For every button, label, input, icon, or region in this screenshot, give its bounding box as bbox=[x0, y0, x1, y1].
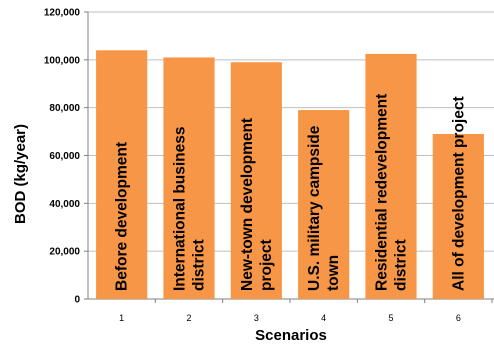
bar-scenario-2 bbox=[163, 57, 215, 299]
bar-label-scenario-2: district bbox=[191, 239, 208, 291]
bar-label-scenario-4: U.S. military campside bbox=[306, 125, 323, 291]
x-tick-label: 1 bbox=[119, 313, 124, 323]
y-tick-label: 60,000 bbox=[49, 151, 80, 162]
bar-label-scenario-6: All of development project bbox=[450, 96, 467, 291]
x-tick-labels: 1 2 3 4 5 6 bbox=[119, 313, 461, 323]
bar-label-scenario-5: district bbox=[393, 239, 410, 291]
bar-scenario-3 bbox=[230, 62, 282, 299]
bar-scenario-5 bbox=[365, 53, 417, 299]
bar-scenario-4 bbox=[298, 110, 350, 299]
y-axis-title: BOD (kg/year) bbox=[12, 124, 29, 224]
bar-label-scenario-2: International business bbox=[172, 126, 189, 291]
y-tick-labels: 0 20,000 40,000 60,000 80,000 100,000 120,000 bbox=[44, 8, 81, 306]
bars bbox=[96, 50, 484, 300]
y-tick-label: 20,000 bbox=[49, 247, 80, 258]
bar-labels: Before development International business… bbox=[114, 94, 468, 291]
bar-label-scenario-4: town bbox=[325, 255, 342, 291]
x-tick-label: 4 bbox=[321, 313, 326, 323]
bar-label-scenario-1: Before development bbox=[114, 142, 131, 291]
x-tick-label: 3 bbox=[254, 313, 259, 323]
y-tick-label: 120,000 bbox=[44, 8, 81, 19]
bar-label-scenario-3: New-town development bbox=[239, 118, 256, 291]
axes bbox=[84, 11, 494, 303]
bar-scenario-1 bbox=[96, 50, 148, 300]
bar-scenario-6 bbox=[432, 133, 484, 299]
x-axis-title: Scenarios bbox=[255, 327, 327, 344]
bar-label-scenario-5: Residential redevelopment bbox=[374, 94, 391, 291]
x-tick-label: 6 bbox=[456, 313, 461, 323]
y-tick-label: 0 bbox=[74, 295, 80, 306]
grid-lines bbox=[88, 11, 494, 252]
x-tick-label: 2 bbox=[186, 313, 191, 323]
x-tick-label: 5 bbox=[388, 313, 393, 323]
y-tick-label: 40,000 bbox=[49, 199, 80, 210]
bar-label-scenario-3: project bbox=[258, 239, 275, 291]
y-tick-label: 100,000 bbox=[44, 55, 81, 66]
y-tick-label: 80,000 bbox=[49, 103, 80, 114]
